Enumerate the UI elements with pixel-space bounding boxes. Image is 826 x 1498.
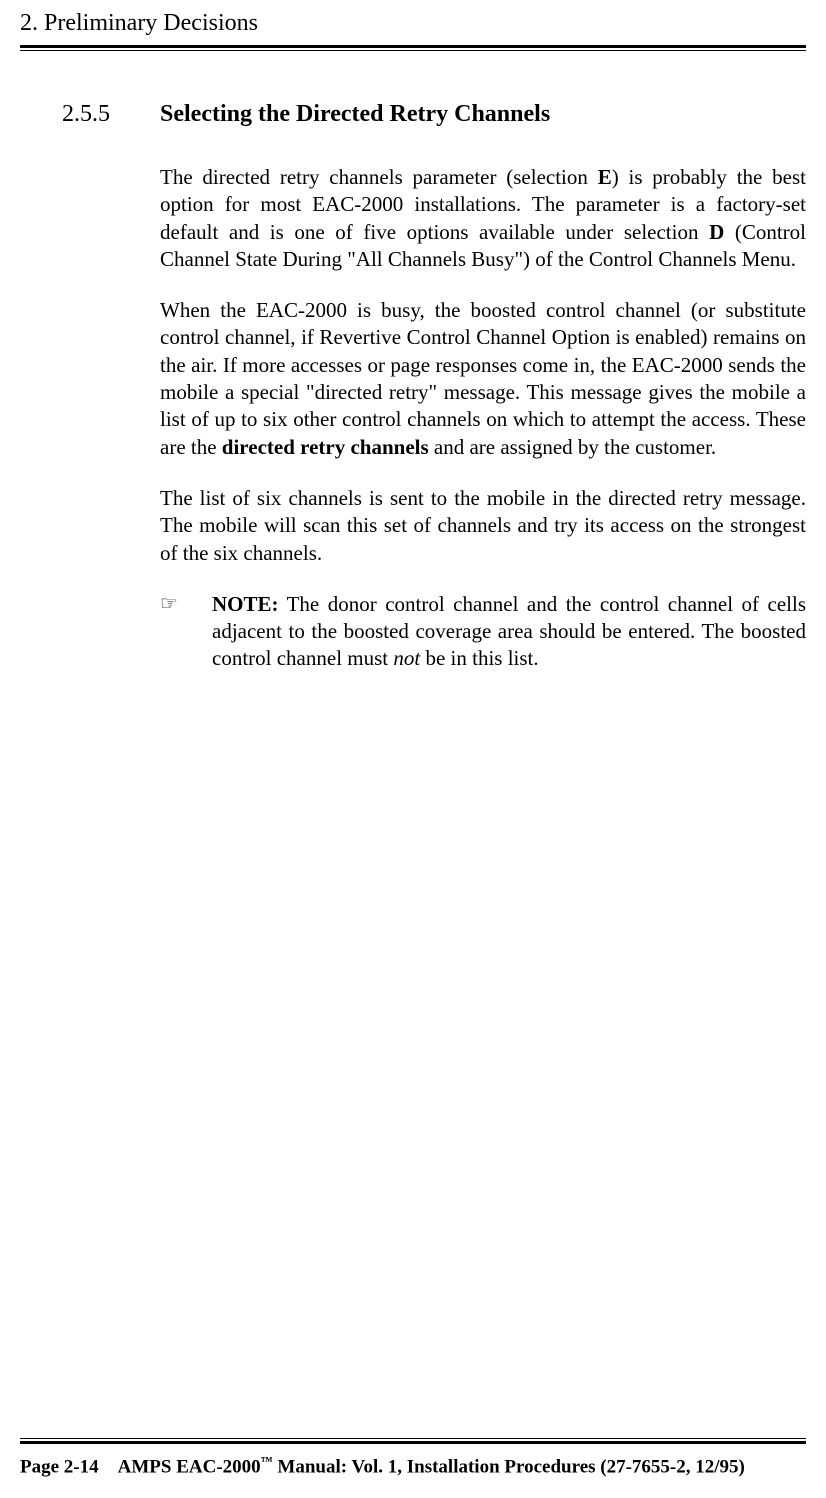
page-number: Page 2-14 [20, 1456, 99, 1477]
p2-text2: and are assigned by the customer. [429, 435, 717, 459]
paragraph-2: When the EAC-2000 is busy, the boosted c… [160, 297, 806, 461]
page-footer: Page 2-14 AMPS EAC-2000™ Manual: Vol. 1,… [20, 1438, 806, 1478]
note-text2: be in this list. [420, 646, 538, 670]
footer-rule [20, 1438, 806, 1444]
page-header: 2. Preliminary Decisions [0, 0, 826, 37]
trademark-symbol: ™ [261, 1454, 273, 1468]
selection-d: D [709, 220, 724, 244]
note-italic: not [393, 646, 420, 670]
footer-text: Page 2-14 AMPS EAC-2000™ Manual: Vol. 1,… [20, 1454, 806, 1478]
manual-info: Manual: Vol. 1, Installation Procedures … [273, 1456, 745, 1477]
paragraph-1: The directed retry channels parameter (s… [160, 164, 806, 273]
page-content: 2.5.5 Selecting the Directed Retry Chann… [0, 51, 826, 673]
note-block: ☞ NOTE: The donor control channel and th… [160, 591, 806, 673]
section-title: Selecting the Directed Retry Channels [160, 101, 806, 128]
p1-text1: The directed retry channels parameter (s… [160, 165, 598, 189]
directed-retry-bold: directed retry channels [222, 435, 429, 459]
note-label: NOTE: [212, 592, 279, 616]
chapter-title: 2. Preliminary Decisions [20, 10, 806, 37]
product-name: AMPS EAC-2000 [118, 1456, 261, 1477]
selection-e: E [598, 165, 612, 189]
pointer-icon: ☞ [160, 591, 178, 617]
paragraph-3: The list of six channels is sent to the … [160, 485, 806, 567]
section-number: 2.5.5 [62, 101, 110, 128]
